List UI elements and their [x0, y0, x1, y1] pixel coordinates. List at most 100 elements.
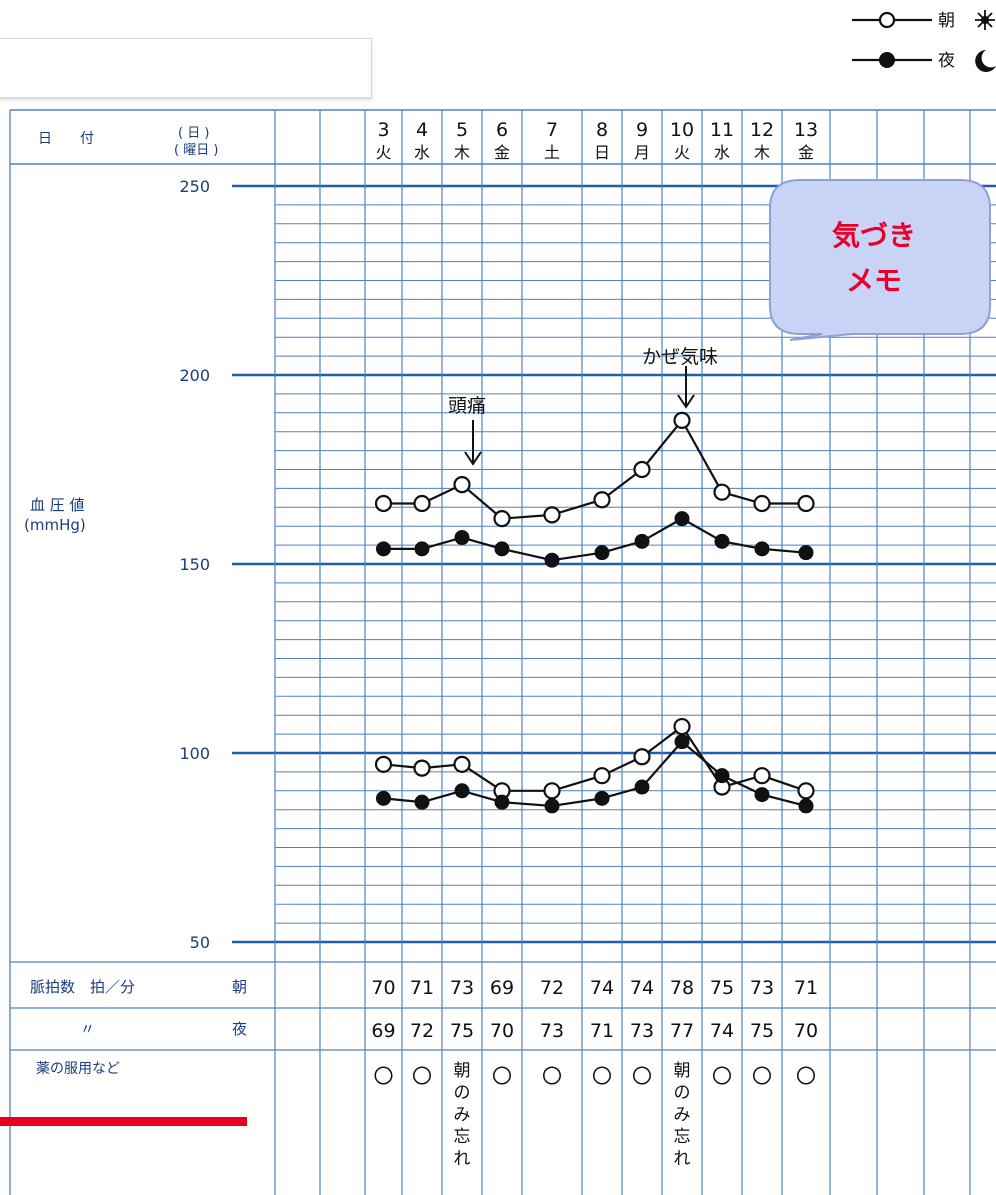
data-point-night	[798, 798, 814, 814]
pulse-night-value: 73	[540, 1020, 564, 1042]
pulse-morning-value: 74	[590, 977, 614, 999]
sun-icon	[975, 10, 995, 30]
y-tick-label: 50	[190, 933, 210, 952]
data-point-morning	[633, 460, 651, 479]
date-label: 10	[670, 119, 694, 141]
data-point-night	[594, 790, 610, 806]
header-blank-box	[0, 38, 372, 98]
medication-note: 朝のみ忘れ	[674, 1061, 691, 1169]
weekday-label: 水	[414, 143, 430, 162]
date-label: 4	[416, 119, 428, 141]
data-point-morning	[797, 782, 815, 800]
data-point-night	[376, 541, 391, 557]
series	[374, 411, 815, 814]
date-label: 3	[377, 119, 389, 141]
data-point-night	[494, 541, 510, 557]
memo-bubble-line1: 気づき	[832, 219, 916, 252]
annotation-cold-text: かぜ気味	[642, 346, 718, 368]
medication-mark: 〇	[752, 1064, 772, 1088]
medication-mark: 〇	[374, 1064, 394, 1088]
data-point-night	[634, 779, 650, 795]
y-tick-label: 250	[179, 177, 210, 196]
data-point-night	[376, 790, 391, 806]
date-label: 11	[710, 119, 734, 141]
medication-mark: 〇	[542, 1064, 562, 1088]
pulse-morning-value: 74	[630, 977, 654, 999]
date-label: 5	[456, 119, 468, 141]
annotation-headache-arrow	[464, 420, 482, 466]
moon-icon	[975, 50, 996, 72]
pulse-night-value: 74	[710, 1020, 734, 1042]
annotation-cold-arrow	[677, 366, 695, 409]
legend: 朝 夜	[852, 10, 996, 72]
pulse-night-value: 75	[750, 1020, 774, 1042]
legend-morning-marker	[878, 11, 896, 29]
legend-morning-label: 朝	[938, 11, 955, 31]
weekday-label: 木	[754, 143, 770, 162]
weekday-label: 日	[594, 143, 610, 162]
data-point-morning	[493, 510, 511, 528]
data-point-morning	[593, 767, 611, 785]
data-point-night	[414, 794, 430, 810]
data-point-morning	[374, 755, 393, 773]
pulse-night-value: 70	[794, 1020, 818, 1042]
data-point-night	[594, 545, 610, 561]
pulse-morning-value: 72	[540, 977, 564, 999]
memo-bubble-line2: メモ	[846, 264, 902, 297]
pulse-night-value: 72	[410, 1020, 434, 1042]
memo-bubble-shape	[769, 179, 991, 341]
data-point-morning	[713, 483, 731, 501]
bp-unit-label: (mmHg)	[24, 516, 86, 534]
data-point-night	[544, 798, 560, 814]
bp-label: 血 圧 値	[30, 496, 85, 514]
pulse-morning-value: 78	[670, 977, 694, 999]
data-point-morning	[673, 717, 691, 736]
weekday-label: 月	[634, 143, 650, 162]
data-point-night	[674, 734, 690, 750]
pulse-night-value: 73	[630, 1020, 654, 1042]
weekday-label: 木	[454, 143, 470, 162]
date-label: 8	[596, 119, 608, 141]
medication-mark: 〇	[632, 1064, 652, 1088]
pulse-night-value: 71	[590, 1020, 614, 1042]
data-point-morning	[453, 476, 471, 494]
data-point-night	[544, 552, 560, 568]
data-point-night	[754, 787, 770, 803]
annotation-headache-text: 頭痛	[448, 395, 486, 417]
data-point-morning	[543, 506, 561, 524]
weekday-label: 火	[674, 143, 690, 162]
annotation-headache: 頭痛	[448, 395, 486, 466]
pulse-and-medication-rows: 70 71 73 69 72 74 74 78 75 73 71 69 72 75 70 73 71 73 77 74…	[371, 977, 818, 1169]
data-point-night	[674, 511, 690, 527]
legend-night-label: 夜	[938, 51, 955, 71]
data-point-morning	[797, 494, 815, 513]
data-point-morning	[753, 494, 771, 513]
data-point-night	[798, 545, 814, 561]
weekday-label: 金	[494, 143, 510, 162]
pulse-morning-value: 73	[750, 977, 774, 999]
data-point-night	[714, 768, 730, 784]
pulse-morning-value: 71	[410, 977, 434, 999]
data-point-morning	[753, 767, 771, 785]
date-label: 13	[794, 119, 818, 141]
data-point-morning	[673, 411, 691, 429]
weekday-label: 火	[375, 143, 391, 162]
medication-mark: 〇	[492, 1064, 512, 1088]
series-line-diastolic-morning	[383, 725, 807, 792]
data-point-morning	[633, 748, 651, 766]
medication-mark: 〇	[712, 1064, 732, 1088]
data-point-morning	[374, 494, 393, 513]
weekday-label: 金	[798, 143, 814, 162]
data-point-night	[714, 533, 730, 549]
y-tick-label: 200	[179, 366, 210, 385]
pulse-label: 脈拍数 拍／分	[30, 978, 135, 996]
legend-night-marker	[879, 52, 895, 68]
data-point-night	[454, 783, 470, 799]
data-point-night	[414, 541, 430, 557]
pulse-morning-value: 70	[371, 977, 395, 999]
date-label: 12	[750, 119, 774, 141]
memo-bubble: 気づき メモ	[769, 179, 991, 341]
date-header-day: ( 日 )	[178, 126, 209, 141]
weekday-label: 水	[714, 143, 730, 162]
pulse-morning-value: 73	[450, 977, 474, 999]
